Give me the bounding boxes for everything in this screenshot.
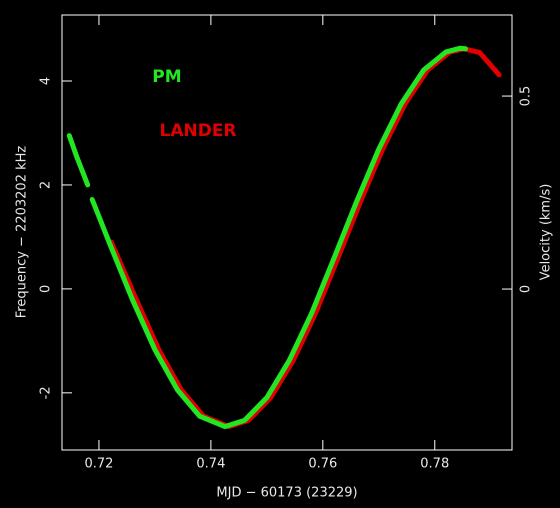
y-tick-label: 4 bbox=[39, 77, 54, 85]
legend-label: PM bbox=[152, 67, 181, 87]
series-line bbox=[108, 46, 502, 430]
y2-tick-label: 0.5 bbox=[519, 86, 534, 107]
x-tick-label: 0.72 bbox=[84, 457, 113, 472]
y2-axis-label: Velocity (km/s) bbox=[539, 184, 554, 281]
legend-label: LANDER bbox=[159, 121, 236, 141]
y-tick-label: -2 bbox=[39, 386, 54, 399]
x-axis-label: MJD − 60173 (23229) bbox=[216, 486, 357, 501]
y-axis-label: Frequency − 2203202 kHz bbox=[15, 146, 30, 319]
x-tick-label: 0.74 bbox=[196, 457, 225, 472]
y-tick-label: 0 bbox=[39, 285, 54, 293]
x-tick-label: 0.78 bbox=[420, 457, 449, 472]
y-tick-label: 2 bbox=[39, 181, 54, 189]
series-line bbox=[66, 45, 468, 430]
plot-frame bbox=[61, 14, 513, 451]
y2-tick-label: 0 bbox=[519, 285, 534, 293]
x-tick-label: 0.76 bbox=[308, 457, 337, 472]
